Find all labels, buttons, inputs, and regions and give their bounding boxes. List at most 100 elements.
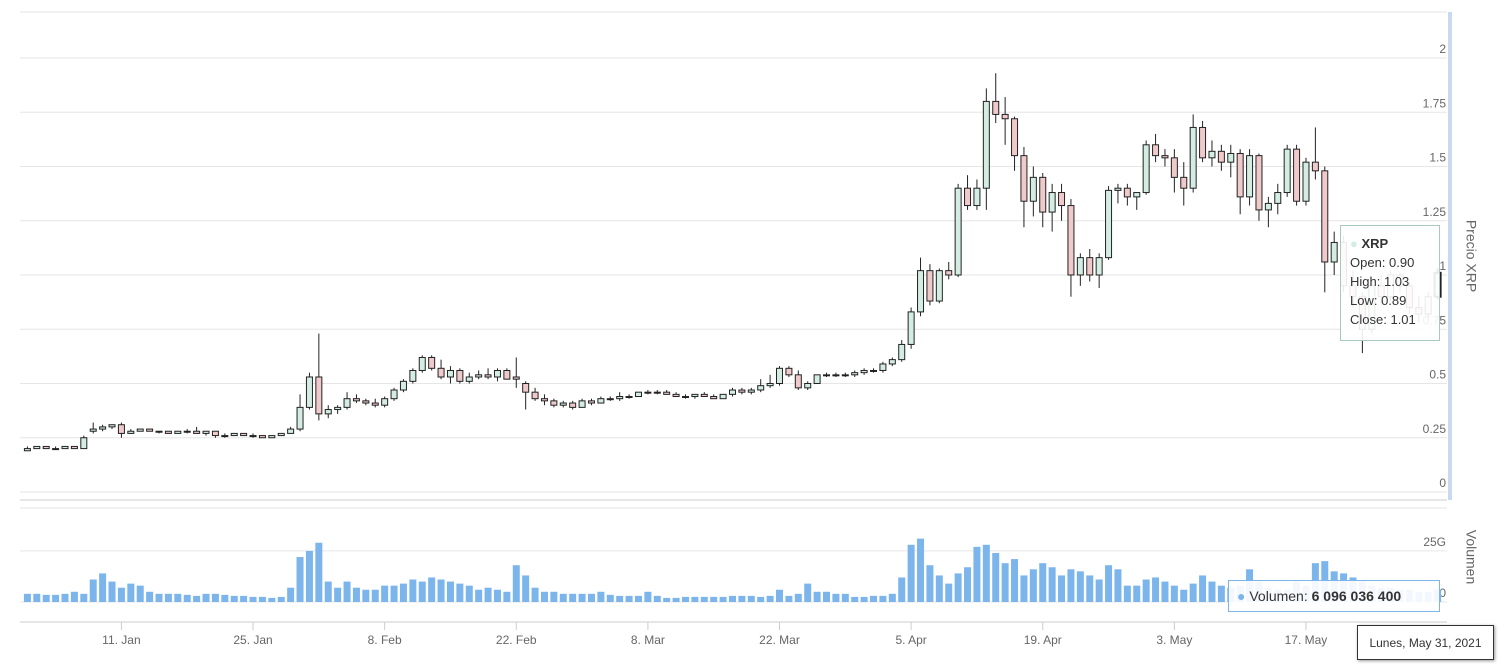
candle-body	[136, 428, 144, 432]
volume-bar	[33, 593, 41, 602]
candle-body	[681, 396, 689, 399]
candle-body	[1011, 118, 1019, 157]
volume-bar	[352, 587, 360, 602]
y-tick-label: 2	[1439, 42, 1446, 56]
candle-body	[1095, 257, 1103, 276]
volume-bar	[484, 587, 492, 602]
candle-body	[390, 389, 398, 400]
volume-bar	[851, 596, 859, 602]
volume-bar	[371, 589, 379, 602]
candle-body	[1302, 161, 1310, 202]
candle-body	[898, 343, 906, 361]
volume-bar	[606, 594, 614, 602]
volume-bar	[587, 593, 595, 602]
candle-body	[1020, 155, 1028, 202]
volume-bar	[42, 594, 50, 602]
candle-body	[296, 406, 304, 430]
candle-body	[108, 424, 116, 428]
candle-body	[23, 448, 31, 452]
volume-bar	[1142, 579, 1150, 602]
x-tick-label: 19. Apr	[1024, 633, 1062, 647]
volume-bar	[672, 597, 680, 602]
candle-body	[1274, 192, 1282, 204]
candle-body	[578, 400, 586, 408]
price-axis-bar	[1448, 12, 1452, 500]
candle-body	[1086, 257, 1094, 276]
candle-body	[634, 391, 642, 398]
y-tick-label: 0.5	[1429, 368, 1446, 382]
candle-body	[935, 270, 943, 302]
candle-body	[813, 374, 821, 385]
volume-bar	[343, 581, 351, 602]
volume-tooltip-value: 6 096 036 400	[1311, 588, 1402, 604]
candle-body	[1039, 176, 1047, 213]
volume-bar	[813, 591, 821, 602]
volume-bar	[277, 596, 285, 602]
volume-bar	[155, 593, 163, 602]
volume-bar	[1086, 575, 1094, 602]
x-tick-label: 3. May	[1156, 633, 1192, 647]
volume-bar	[569, 593, 577, 602]
candle-body	[164, 430, 172, 434]
volume-bar	[832, 593, 840, 602]
volume-bar	[794, 593, 802, 602]
candle-body	[1255, 155, 1263, 211]
candle-body	[305, 376, 313, 408]
volume-bar	[117, 587, 125, 602]
candle-body	[446, 369, 454, 378]
candle-body	[719, 393, 727, 400]
candle-body	[766, 383, 774, 387]
volume-bar	[663, 597, 671, 602]
candle-body	[700, 393, 708, 398]
candle-body	[606, 398, 614, 401]
candle-body	[785, 367, 793, 376]
candle-body	[992, 100, 1000, 115]
volume-bar	[193, 595, 201, 602]
volume-bar	[493, 589, 501, 602]
volume-bar	[841, 593, 849, 602]
y-tick-label: 0	[1439, 476, 1446, 490]
volume-bar	[804, 583, 812, 602]
candle-body	[418, 356, 426, 371]
volume-bar	[249, 596, 257, 602]
candle-body	[381, 398, 389, 406]
tooltip-title: XRP	[1361, 236, 1389, 251]
candle-body	[823, 374, 831, 377]
volume-bar	[1020, 575, 1028, 602]
x-tick-label: 22. Feb	[496, 633, 537, 647]
volume-bar	[653, 595, 661, 602]
volume-bar	[381, 585, 389, 602]
candle-body	[832, 374, 840, 377]
candle-body	[1114, 187, 1122, 191]
candle-body	[917, 270, 925, 313]
volume-bar	[305, 550, 313, 602]
candle-body	[211, 430, 219, 437]
candle-body	[33, 445, 41, 450]
volume-bar	[1123, 585, 1131, 602]
candle-body	[258, 435, 266, 439]
volume-bar	[1199, 575, 1207, 602]
volume-bar	[99, 573, 107, 602]
candle-body	[512, 376, 520, 380]
x-tick-label: 22. Mar	[759, 633, 800, 647]
volume-bar	[418, 581, 426, 602]
volume-bar	[776, 589, 784, 602]
volume-bar	[1105, 565, 1113, 602]
volume-bar	[1189, 583, 1197, 602]
candle-body	[70, 445, 78, 450]
volume-bar	[823, 591, 831, 602]
candle-body	[465, 376, 473, 382]
volume-bar	[1076, 571, 1084, 602]
volume-bar	[700, 596, 708, 602]
volume-bar	[1039, 563, 1047, 602]
candle-body	[1236, 152, 1244, 198]
volume-bar	[127, 583, 135, 602]
candle-body	[146, 428, 154, 432]
candle-body	[1123, 187, 1131, 198]
volume-bar	[681, 596, 689, 602]
candle-body	[888, 359, 896, 365]
volume-bar	[428, 577, 436, 602]
volume-bar	[945, 583, 953, 602]
volume-bar	[888, 593, 896, 602]
